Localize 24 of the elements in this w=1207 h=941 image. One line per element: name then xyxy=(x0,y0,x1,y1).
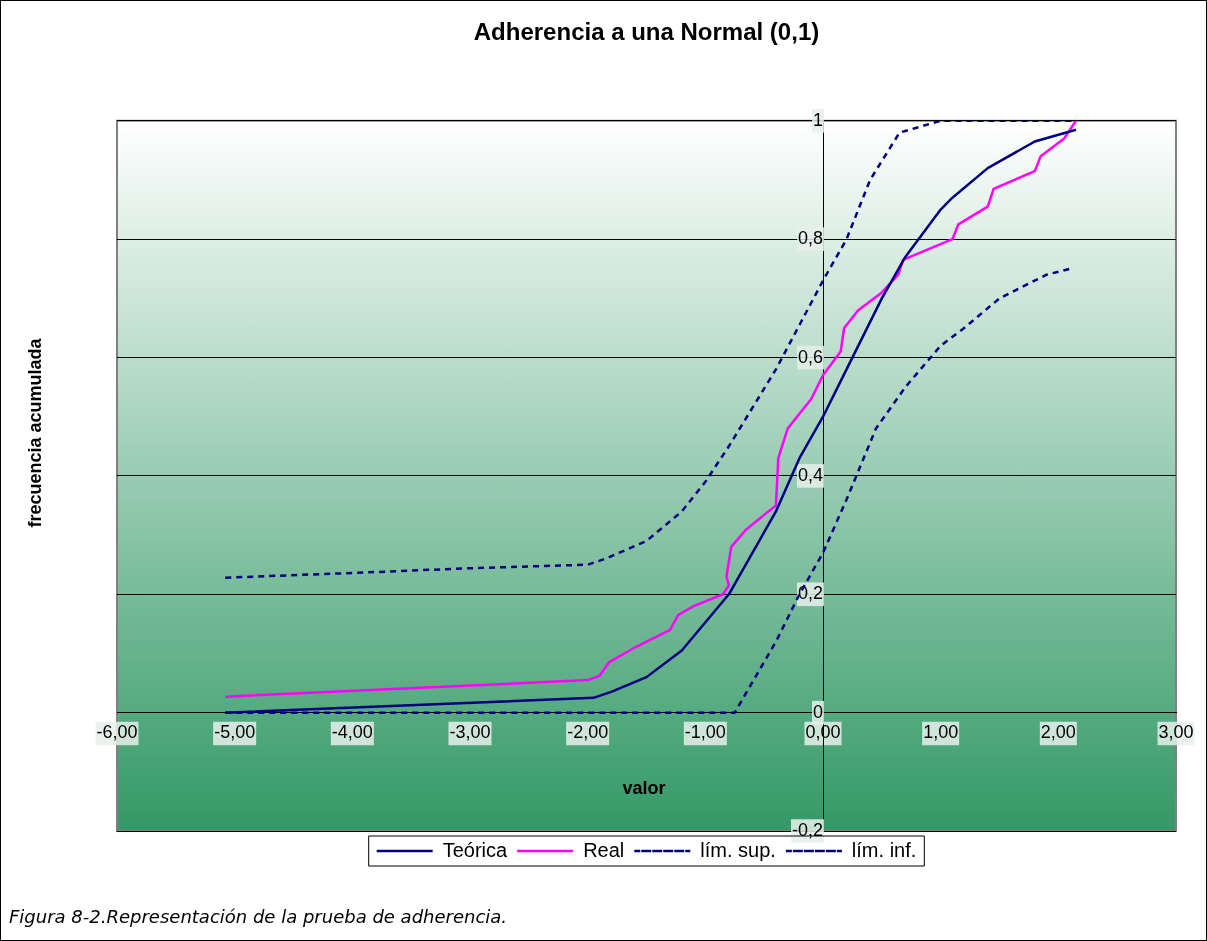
legend-label: Teórica xyxy=(442,838,509,861)
x-tick-label: -4,00 xyxy=(331,722,373,743)
text: Figura 8-2.Representación de la prueba de adherencia. xyxy=(9,906,508,927)
y-tick-label: 0,2 xyxy=(797,583,823,604)
y-tick-label: 0,8 xyxy=(797,228,823,249)
x-tick-label: 3,00 xyxy=(1158,722,1194,743)
x-axis-title: valor xyxy=(622,777,666,799)
y-tick-label: 0 xyxy=(812,701,823,722)
y-axis-title: frecuencia acumulada xyxy=(24,338,46,528)
x-tick-label: -5,00 xyxy=(214,722,256,743)
chart-title: Adherencia a una Normal (0,1) xyxy=(473,18,820,46)
legend-label: lím. sup. xyxy=(700,838,776,861)
x-tick-label: -2,00 xyxy=(567,722,609,743)
x-tick-label: -6,00 xyxy=(96,722,138,743)
x-tick-label: 1,00 xyxy=(923,722,959,743)
y-tick-label: 0,4 xyxy=(797,464,823,485)
legend-label: Real xyxy=(583,838,625,861)
y-tick-label: -0,2 xyxy=(791,819,823,840)
y-tick-label: 1 xyxy=(812,109,823,130)
x-tick-label: 2,00 xyxy=(1040,722,1076,743)
x-tick-label: -3,00 xyxy=(449,722,491,743)
legend-label: lím. inf. xyxy=(851,838,917,861)
y-tick-label: 0,6 xyxy=(797,346,823,367)
x-tick-label: -1,00 xyxy=(684,722,726,743)
